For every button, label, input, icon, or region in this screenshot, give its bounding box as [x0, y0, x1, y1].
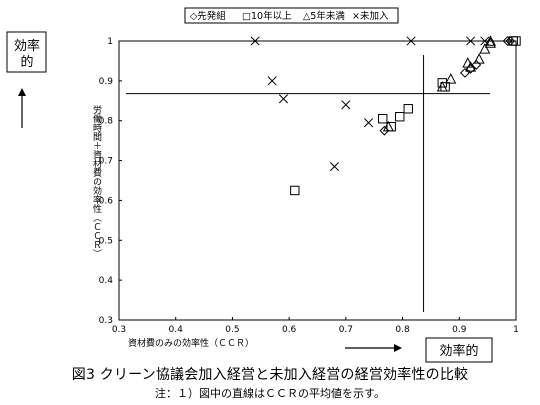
point-x: [406, 36, 416, 46]
y-efficient-box: [6, 31, 47, 73]
plot-area: [118, 40, 517, 321]
y-tick-label: 0.8: [99, 117, 114, 127]
x-axis-title: 資材費のみの効率性（ＣＣＲ）: [128, 337, 254, 349]
point-triangle: [465, 61, 477, 72]
point-x: [329, 161, 340, 172]
figure-caption: 図3 クリーン協議会加入経営と未加入経営の経営効率性の比較: [71, 367, 469, 383]
y-tick-label: 0.5: [99, 236, 113, 246]
point-x: [480, 36, 490, 46]
legend-item: △5年未満: [303, 10, 345, 22]
x-tick-label: 0.3: [112, 325, 126, 335]
y-tick-label: 0.9: [99, 77, 114, 87]
x-tick-label: 0.5: [225, 325, 239, 335]
legend-item: □10年以上: [242, 10, 292, 22]
y-tick-label: 1: [107, 37, 113, 47]
y-tick-label: 0.3: [99, 316, 113, 326]
y-efficient-label-line1: 効率: [14, 38, 40, 54]
y-tick-label: 0.7: [99, 157, 113, 167]
point-triangle: [382, 120, 394, 132]
point-triangle: [484, 35, 497, 46]
x-tick-label: 0.4: [169, 325, 184, 335]
x-efficient-label: 効率的: [439, 343, 478, 359]
point-x: [250, 36, 260, 46]
y-tick-label: 0.4: [99, 276, 114, 286]
y-efficient-label-line2: 的: [20, 54, 33, 70]
point-square: [511, 36, 521, 46]
point-x: [278, 94, 289, 104]
point-x: [267, 76, 277, 86]
y-axis-title: 労働時間＋資材費の効率性（ＣＣＲ）: [91, 104, 102, 258]
point-triangle: [473, 53, 485, 64]
point-triangle: [445, 73, 457, 84]
legend: [184, 7, 399, 24]
point-x: [363, 118, 374, 128]
x-arrow-icon: [394, 344, 402, 352]
x-efficient-box: [425, 337, 493, 363]
y-arrow-icon: [18, 88, 26, 96]
point-diamond: [502, 36, 513, 46]
legend-item: ×未加入: [352, 10, 389, 22]
point-square: [290, 185, 300, 196]
x-tick-label: 0.8: [395, 325, 410, 335]
legend-items: ◇先発組 □10年以上 △5年未満 ×未加入: [190, 10, 389, 22]
x-tick-label: 0.7: [339, 325, 353, 335]
point-x: [341, 100, 351, 110]
point-square: [403, 104, 413, 114]
x-ticks: 0.3 0.4 0.5 0.6 0.7 0.8 0.9 1: [112, 317, 519, 335]
point-triangle: [484, 37, 497, 48]
y-tick-label: 0.6: [99, 196, 114, 206]
data-points: [250, 35, 521, 196]
legend-item: ◇先発組: [190, 10, 226, 22]
x-tick-label: 0.9: [452, 325, 467, 335]
point-x: [466, 36, 476, 46]
point-square: [395, 112, 405, 122]
point-square: [378, 114, 388, 124]
point-triangle: [436, 81, 448, 92]
y-ticks: 0.3 0.4 0.5 0.6 0.7 0.8 0.9 1: [99, 37, 122, 326]
x-tick-label: 1: [513, 325, 519, 335]
point-triangle: [479, 43, 491, 54]
figure-note: 注：１）図中の直線はＣＣＲの平均値を示す。: [155, 387, 385, 400]
x-tick-label: 0.6: [282, 325, 297, 335]
